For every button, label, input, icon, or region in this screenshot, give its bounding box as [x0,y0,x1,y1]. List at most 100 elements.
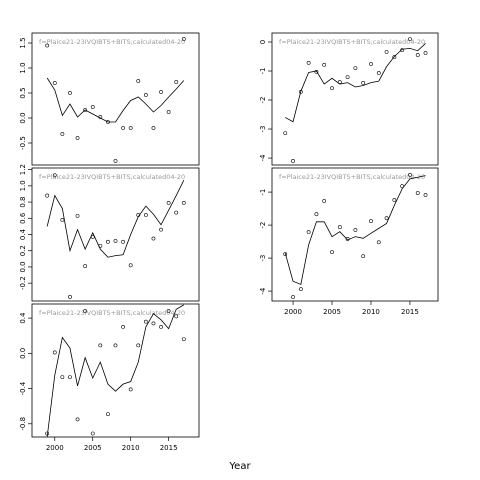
data-point [52,81,57,85]
y-tick-label: -1 [259,189,267,196]
data-point [291,159,295,163]
data-point [400,48,405,53]
y-tick-label: 0 [259,40,267,44]
y-tick-label: -3 [259,126,267,133]
panel-title: f=Plaice21-23IVQIBTS+BITS;calculated04-2… [39,309,185,317]
y-tick-label: 0.0 [19,348,27,359]
y-tick-label: -0.2 [19,276,27,290]
panel: f=Plaice21-23IVQIBTS+BITS;calculated04-2… [39,304,186,437]
y-tick-label: -0.8 [19,417,27,431]
fit-line [46,77,185,123]
y-tick-label: 0.0 [19,112,27,123]
data-point [322,63,327,67]
data-point [376,71,381,75]
panel: f=Plaice21-23IVQIBTS+BITS;calculated04-2… [279,37,428,163]
x-axis-label: Year [228,461,251,472]
data-point [83,309,88,313]
panel-frame [271,167,439,302]
y-tick-label: 0.6 [19,212,27,224]
data-point [392,198,397,202]
data-point [345,75,350,79]
x-tick-label: 2015 [401,308,419,316]
data-point [376,240,381,245]
data-point [314,69,319,74]
data-point [415,53,420,57]
y-tick-label: 1.2 [19,164,27,175]
data-point [113,159,118,163]
data-point [408,37,412,41]
y-tick-label: 0.5 [19,87,27,98]
data-point [181,337,186,342]
data-point [60,132,65,136]
y-tick-label: 0.4 [19,228,27,240]
y-tick-label: 0.2 [19,245,27,256]
y-tick-label: -4 [259,154,267,162]
data-point [166,110,171,114]
data-point [121,126,125,130]
y-tick-label: -2 [259,97,267,104]
data-point [60,218,65,222]
data-point [415,191,420,195]
y-tick-label: 0.4 [19,312,27,324]
data-point [98,343,103,348]
y-tick-label: -0.5 [19,136,27,150]
y-tick-label: 0.0 [19,261,27,272]
y-tick-label: 0.8 [19,196,27,207]
data-point [68,375,72,380]
data-point [181,37,186,41]
data-point [75,136,80,140]
data-point [83,264,88,269]
data-point [121,325,125,329]
panel: f=Plaice21-23IVQIBTS+BITS;calculated04-2… [39,173,186,299]
data-point [314,212,319,217]
y-tick-label: -3 [259,255,267,262]
data-point [392,55,397,59]
panel: f=Plaice21-23IVQIBTS+BITS;calculated04-2… [279,173,428,299]
data-point [369,62,373,66]
data-point [353,66,358,71]
y-tick-label: -1 [259,68,267,75]
data-point [159,325,163,329]
data-point [106,412,110,416]
y-tick-label: -4 [259,287,267,295]
data-point [45,193,50,198]
data-point [83,108,88,112]
data-point [151,126,156,130]
data-point [68,295,72,299]
data-point [361,254,366,259]
data-point [283,252,288,257]
panel-frame [271,32,439,166]
data-point [166,200,171,205]
data-point [283,131,288,135]
panel: f=Plaice21-23IVQIBTS+BITS;calculated04-2… [39,37,186,163]
data-point [174,314,179,319]
data-point [174,210,179,215]
data-point [384,49,389,54]
data-point [45,43,50,48]
data-point [128,263,133,268]
x-tick-label: 2005 [84,444,102,452]
y-tick-label: 1.0 [19,180,27,191]
data-point [75,417,80,422]
data-point [151,321,156,326]
data-point [306,60,311,65]
data-point [113,343,118,348]
data-point [408,173,412,177]
data-point [136,343,141,348]
x-tick-label: 2015 [160,444,178,452]
data-point [143,93,148,97]
data-point [106,239,110,244]
data-point [90,431,95,436]
data-point [330,86,334,91]
panel-title: f=Plaice21-23IVQIBTS+BITS;calculated04-2… [279,173,425,181]
y-tick-label: 1.5 [19,37,27,48]
data-point [113,239,118,243]
data-point [166,309,171,313]
data-point [90,105,95,109]
data-point [60,375,65,380]
data-point [423,193,428,197]
panel-title: f=Plaice21-23IVQIBTS+BITS;calculated04-2… [39,173,185,181]
data-point [337,225,342,229]
data-point [52,173,57,178]
data-point [143,213,148,217]
